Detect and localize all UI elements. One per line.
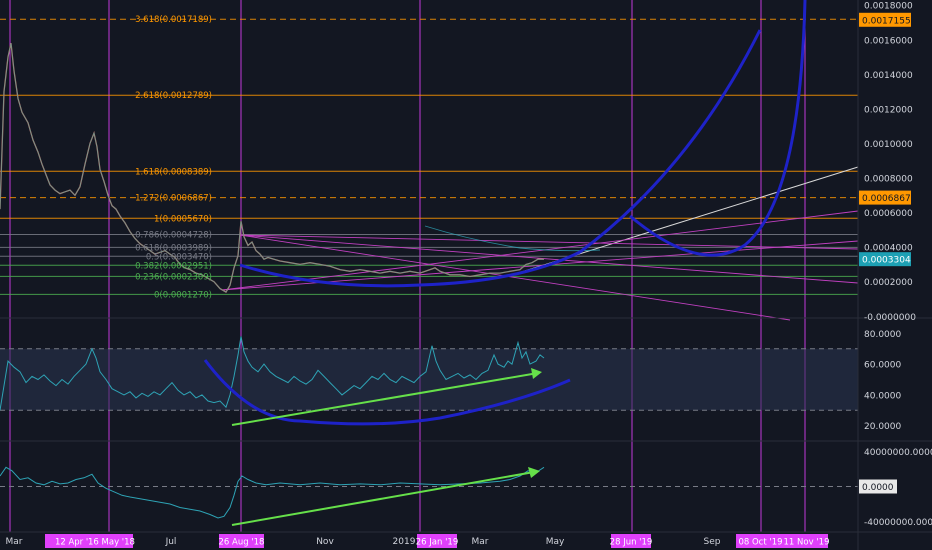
price-pane[interactable]: 3.618(0.0017189) 2.618(0.0012789) 1.618(0.… <box>0 0 859 321</box>
date-badge-4: 28 Jun '19 <box>610 538 653 548</box>
time-axis-tick-3: 2019 <box>393 537 416 547</box>
momentum-axis-tick-0: 40000000.0000 <box>864 448 932 458</box>
price-axis-tick-1: 0.0016000 <box>864 36 913 46</box>
time-axis-tick-0: Mar <box>6 537 23 547</box>
date-badge-bg-6 <box>785 534 828 548</box>
price-axis-tick-7: 0.0004000 <box>864 244 913 254</box>
fibonacci-labels: 3.618(0.0017189) 2.618(0.0012789) 1.618(0.… <box>135 15 212 300</box>
time-axis-tick-2: Nov <box>316 537 334 547</box>
magenta-trend-line-1 <box>239 234 859 250</box>
fib-label-6: 0.618(0.0003989) <box>135 243 212 253</box>
rsi-axis-tick-2: 40.0000 <box>864 391 901 401</box>
date-badge-bg-2 <box>219 534 264 548</box>
time-axis-tick-1: Jul <box>165 537 177 547</box>
date-badge-bg-5 <box>736 534 785 548</box>
price-axis-tick-4: 0.0010000 <box>864 140 913 150</box>
fibonacci-levels <box>0 18 858 295</box>
date-badge-3: 26 Jan '19 <box>416 538 458 548</box>
blue-cup-curve-handle <box>629 0 807 257</box>
magenta-trend-line-2 <box>239 234 859 284</box>
price-axis-tick-8: 0.0002000 <box>864 278 913 288</box>
price-badge-0: 0.0017155 <box>862 16 911 26</box>
rsi-axis-tick-3: 20.0000 <box>864 422 901 432</box>
price-axis-tick-6: 0.0006000 <box>864 209 913 219</box>
fib-label-7: 0.5(0.0003470) <box>146 252 212 262</box>
price-badge-2: 0.0003304 <box>862 256 911 266</box>
date-badge-bg-3 <box>417 534 457 548</box>
magenta-trend-line-5 <box>221 210 859 291</box>
date-badge-5: 08 Oct '19 <box>738 538 782 548</box>
fib-label-10: 0(0.0001270) <box>154 290 212 300</box>
rsi-pane[interactable] <box>0 336 858 426</box>
price-axis-tick-0: 0.0018000 <box>864 2 913 12</box>
fib-label-5: 0.786(0.0004728) <box>135 231 212 241</box>
price-axis-tick-3: 0.0012000 <box>864 105 913 115</box>
price-axis-tick-9: -0.0000000 <box>864 313 916 323</box>
price-badge-1: 0.0006867 <box>862 194 911 204</box>
momentum-series-line <box>0 466 545 519</box>
date-badge-2: 26 Aug '18 <box>219 538 265 548</box>
rsi-axis-tick-1: 60.0000 <box>864 361 901 371</box>
right-price-axis[interactable]: 0.0018000 0.0016000 0.0014000 0.0012000 0.00… <box>859 2 932 528</box>
momentum-badge-bg <box>859 479 897 494</box>
date-badge-bg-1 <box>90 534 133 548</box>
blue-cup-curves <box>239 0 807 288</box>
momentum-axis-tick-2: -40000000.0000 <box>864 518 932 528</box>
rsi-axis-tick-0: 80.0000 <box>864 330 901 340</box>
magenta-trend-line-3 <box>239 234 791 321</box>
price-badge-bg-1 <box>859 190 911 205</box>
date-badge-bg-4 <box>611 534 651 548</box>
price-badge-bg-0 <box>859 12 911 27</box>
ma-curve <box>424 225 601 252</box>
rsi-blue-curve-left <box>203 359 571 426</box>
time-axis-tick-6: Sep <box>704 537 721 547</box>
fib-label-4: 1(0.0005670) <box>154 214 212 224</box>
momentum-pane[interactable] <box>0 466 858 526</box>
blue-cup-curve-main <box>239 29 762 288</box>
price-series-highlight <box>0 43 544 293</box>
date-badge-6: 11 Nov '19 <box>784 538 830 548</box>
momentum-green-arrow <box>231 467 540 526</box>
date-badge-1: 16 May '18 <box>88 538 135 548</box>
fib-label-0: 3.618(0.0017189) <box>135 15 212 25</box>
fib-label-2: 1.618(0.0008389) <box>135 167 212 177</box>
fib-label-9: 0.236(0.0002309) <box>135 272 212 282</box>
rsi-green-arrow <box>231 368 542 426</box>
fib-label-8: 0.382(0.0002951) <box>135 261 212 271</box>
rsi-series-line <box>0 336 545 411</box>
price-axis-tick-5: 0.0008000 <box>864 175 913 185</box>
price-axis-tick-2: 0.0014000 <box>864 71 913 81</box>
momentum-badge: 0.0000 <box>862 483 894 493</box>
price-badge-bg-2 <box>859 252 911 267</box>
fib-label-3: 1.272(0.0006867) <box>135 194 212 204</box>
fib-label-1: 2.618(0.0012789) <box>135 91 212 101</box>
date-badge-0: 12 Apr '18 <box>55 538 99 548</box>
time-axis-tick-5: May <box>546 537 565 547</box>
time-axis-tick-4: Mar <box>472 537 489 547</box>
